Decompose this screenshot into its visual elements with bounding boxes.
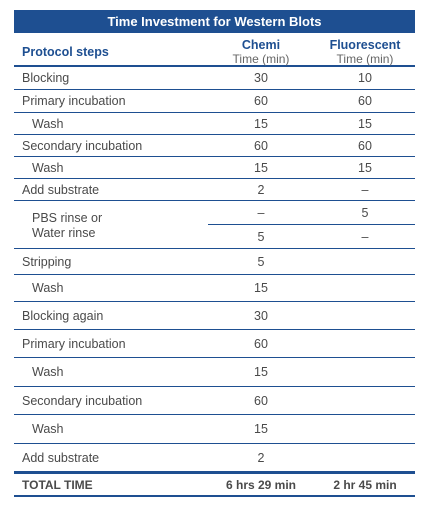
chemi-value: 5 bbox=[257, 254, 265, 269]
chemi-column-header: Chemi Time (min) bbox=[211, 38, 311, 66]
table-row: Blocking again 30 bbox=[14, 302, 415, 330]
time-investment-table: Time Investment for Western Blots Protoc… bbox=[14, 10, 415, 497]
table-row-rinse: PBS rinse or Water rinse – 5 5 – bbox=[14, 201, 415, 249]
step-label: Blocking bbox=[22, 71, 70, 85]
row-divider bbox=[208, 224, 415, 225]
fluorescent-value-water: – bbox=[361, 230, 369, 244]
step-label: PBS rinse or Water rinse bbox=[32, 211, 102, 241]
table-row: Stripping 5 bbox=[14, 249, 415, 275]
chemi-header-unit: Time (min) bbox=[232, 52, 290, 66]
table-row: Secondary incubation 60 bbox=[14, 387, 415, 415]
table-row: Wash 15 bbox=[14, 275, 415, 302]
fluorescent-value: 15 bbox=[358, 160, 372, 175]
step-label: Wash bbox=[32, 422, 64, 436]
step-label: Wash bbox=[32, 281, 64, 295]
rinse-label-line-2: Water rinse bbox=[32, 226, 96, 240]
step-label: Wash bbox=[32, 116, 64, 131]
table-row: Blocking 30 10 bbox=[14, 67, 415, 90]
chemi-value: 15 bbox=[254, 422, 268, 436]
total-row: TOTAL TIME 6 hrs 29 min 2 hr 45 min bbox=[14, 472, 415, 497]
fluorescent-column-header: Fluorescent Time (min) bbox=[315, 38, 415, 66]
step-label: Primary incubation bbox=[22, 94, 126, 108]
table-row: Primary incubation 60 60 bbox=[14, 90, 415, 113]
table-row: Primary incubation 60 bbox=[14, 330, 415, 358]
chemi-total: 6 hrs 29 min bbox=[225, 477, 297, 492]
table-row: Wash 15 bbox=[14, 415, 415, 444]
chemi-value: 15 bbox=[254, 160, 268, 175]
protocol-steps-header: Protocol steps bbox=[22, 45, 109, 59]
table-row: Add substrate 2 – bbox=[14, 179, 415, 201]
chemi-value: 60 bbox=[254, 336, 268, 351]
chemi-header-name: Chemi bbox=[241, 38, 281, 52]
chemi-value: 15 bbox=[254, 281, 268, 295]
table-row: Wash 15 15 bbox=[14, 113, 415, 135]
table-row: Add substrate 2 bbox=[14, 444, 415, 472]
fluorescent-value-pbs: 5 bbox=[361, 206, 369, 220]
chemi-value: 60 bbox=[254, 94, 268, 108]
table-title: Time Investment for Western Blots bbox=[14, 10, 415, 33]
table-row: Secondary incubation 60 60 bbox=[14, 135, 415, 157]
total-label: TOTAL TIME bbox=[22, 477, 93, 492]
fluorescent-value: 10 bbox=[358, 71, 372, 85]
chemi-value-pbs: – bbox=[257, 206, 265, 220]
chemi-value: 60 bbox=[254, 138, 268, 153]
chemi-value: 2 bbox=[257, 182, 265, 197]
step-label: Stripping bbox=[22, 254, 72, 269]
table-header: Protocol steps Chemi Time (min) Fluoresc… bbox=[14, 33, 415, 67]
fluorescent-header-unit: Time (min) bbox=[336, 52, 394, 66]
step-label: Primary incubation bbox=[22, 336, 126, 351]
fluorescent-value: 60 bbox=[358, 138, 372, 153]
table-row: Wash 15 15 bbox=[14, 157, 415, 179]
chemi-value: 15 bbox=[254, 116, 268, 131]
step-label: Blocking again bbox=[22, 308, 104, 323]
chemi-value: 60 bbox=[254, 393, 268, 408]
table-row: Wash 15 bbox=[14, 358, 415, 387]
step-label: Add substrate bbox=[22, 182, 100, 197]
rinse-label-line-1: PBS rinse or bbox=[32, 211, 103, 225]
chemi-value: 15 bbox=[254, 365, 268, 379]
step-label: Wash bbox=[32, 365, 64, 379]
fluorescent-total: 2 hr 45 min bbox=[333, 477, 397, 492]
fluorescent-header-name: Fluorescent bbox=[329, 38, 401, 52]
chemi-value-water: 5 bbox=[257, 230, 265, 244]
step-label: Secondary incubation bbox=[22, 138, 143, 153]
step-label: Wash bbox=[32, 160, 64, 175]
step-label: Add substrate bbox=[22, 450, 100, 465]
fluorescent-value: 15 bbox=[358, 116, 372, 131]
fluorescent-value: 60 bbox=[358, 94, 372, 108]
chemi-value: 30 bbox=[254, 308, 268, 323]
step-label: Secondary incubation bbox=[22, 393, 143, 408]
fluorescent-value: – bbox=[361, 182, 369, 197]
chemi-value: 2 bbox=[257, 450, 265, 465]
chemi-value: 30 bbox=[254, 71, 268, 85]
